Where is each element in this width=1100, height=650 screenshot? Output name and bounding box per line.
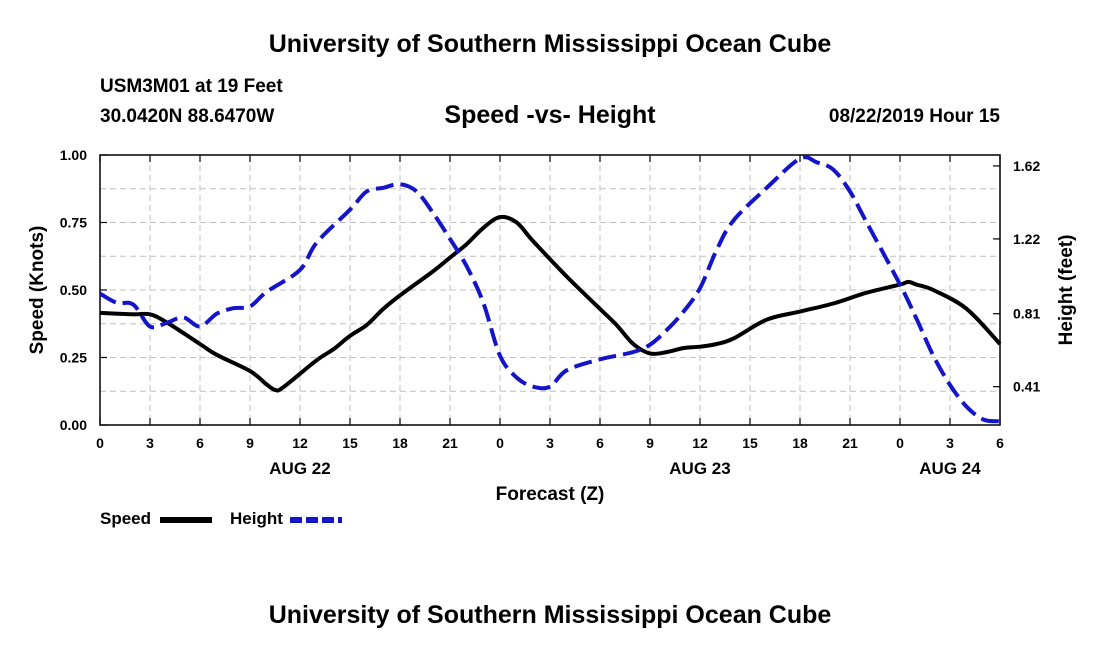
legend-height-swatch — [290, 517, 342, 523]
x-tick-label: 3 — [146, 435, 154, 451]
y-axis-label: Speed (Knots) — [27, 226, 48, 355]
x-tick-label: 9 — [246, 435, 254, 451]
x-tick-label: 12 — [692, 435, 708, 451]
station-label: USM3M01 at 19 Feet — [100, 76, 283, 97]
x-tick-label: 9 — [646, 435, 654, 451]
x-tick-label: 12 — [292, 435, 308, 451]
y-tick-label: 0.75 — [60, 215, 87, 231]
location-label: 30.0420N 88.6470W — [100, 106, 275, 127]
x-tick-label: 18 — [792, 435, 808, 451]
chart-subtitle: Speed -vs- Height — [444, 101, 656, 129]
legend-height-label: Height — [230, 509, 283, 528]
height-series-line — [98, 155, 1001, 424]
datetime-label: 08/22/2019 Hour 15 — [828, 106, 1000, 127]
page-title: University of Southern Mississippi Ocean… — [268, 30, 832, 58]
y2-tick-label: 1.62 — [1013, 158, 1040, 174]
x-tick-label: 21 — [842, 435, 858, 451]
x-tick-label: 15 — [342, 435, 358, 451]
x-tick-label: 0 — [96, 435, 104, 451]
x-tick-label: 18 — [392, 435, 408, 451]
legend-speed-label: Speed — [100, 509, 152, 528]
x-tick-label: 21 — [442, 435, 458, 451]
date-label: AUG 24 — [919, 459, 981, 478]
x-axis-label: Forecast (Z) — [496, 484, 605, 505]
x-tick-label: 15 — [742, 435, 758, 451]
footer-title: University of Southern Mississippi Ocean… — [268, 601, 832, 629]
x-tick-label: 3 — [946, 435, 954, 451]
y2-tick-label: 0.41 — [1013, 379, 1040, 395]
y2-tick-label: 1.22 — [1013, 231, 1040, 247]
x-tick-label: 6 — [596, 435, 604, 451]
legend-speed-swatch — [160, 517, 212, 523]
y-tick-label: 1.00 — [60, 147, 87, 163]
date-label: AUG 23 — [669, 459, 730, 478]
x-tick-label: 6 — [196, 435, 204, 451]
y-tick-label: 0.50 — [60, 282, 87, 298]
date-label: AUG 22 — [269, 459, 330, 478]
y2-tick-label: 0.81 — [1013, 306, 1040, 322]
y2-axis-label: Height (feet) — [1056, 235, 1077, 346]
y-tick-label: 0.00 — [60, 417, 87, 433]
x-tick-label: 6 — [996, 435, 1004, 451]
speed-series-line — [99, 214, 1002, 393]
x-tick-label: 0 — [496, 435, 504, 451]
y-tick-label: 0.25 — [60, 350, 87, 366]
x-tick-label: 3 — [546, 435, 554, 451]
x-tick-label: 0 — [896, 435, 904, 451]
